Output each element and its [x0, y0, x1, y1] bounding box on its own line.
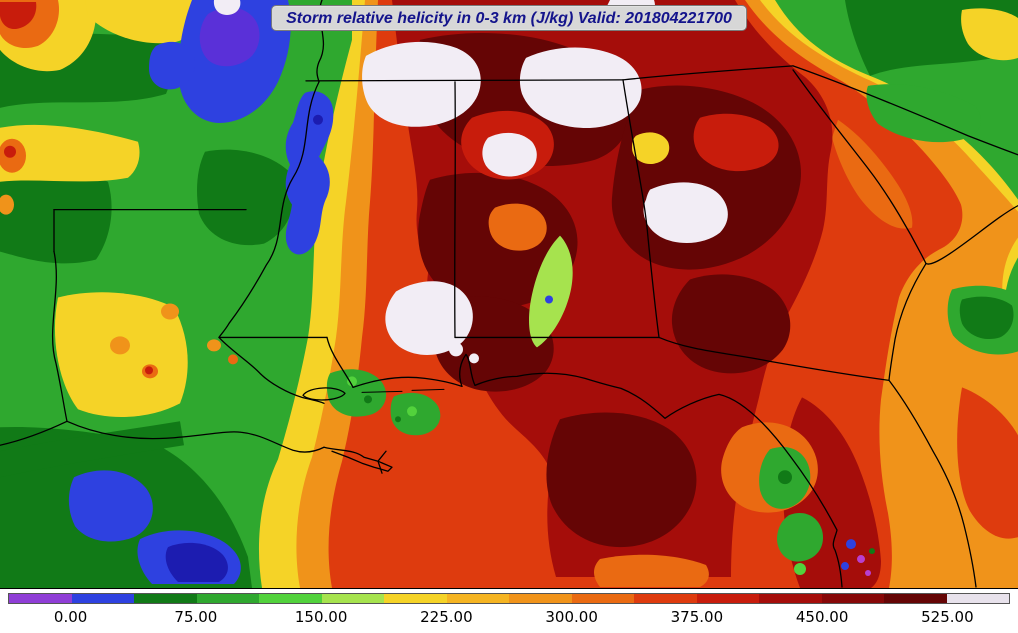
colorbar-segment: [884, 594, 947, 603]
helicity-field-map: [0, 0, 1018, 588]
purple-core: [199, 7, 260, 67]
colorbar-segment: [821, 594, 884, 603]
field-base-layers: [0, 0, 1018, 588]
colorbar-segment: [946, 594, 1009, 603]
florida-coastline: [474, 372, 843, 588]
colorbar-segment: [134, 594, 197, 603]
colorbar-segment: [696, 594, 759, 603]
state-borders: [0, 0, 1018, 588]
colorbar-labels: 0.00 75.00 150.00 225.00 300.00 375.00 450.00 5…: [8, 606, 1010, 630]
colorbar-tick-label: 375.00: [670, 608, 724, 626]
map-area: Storm relative helicity in 0-3 km (J/kg)…: [0, 0, 1018, 589]
white-patch-north-alabama: [362, 41, 481, 127]
atlantic-coastline: [888, 205, 1018, 588]
embedded-green-patches: [326, 84, 1018, 576]
colorbar-tick-label: 0.00: [53, 608, 88, 626]
tennessee-border: [305, 79, 624, 82]
colorbar-segment: [509, 594, 572, 603]
mississippi-alabama-border: [454, 81, 456, 339]
colorbar-segment: [759, 594, 822, 603]
colorbar-tick-label: 75.00: [174, 608, 218, 626]
colorbar-segment: [446, 594, 509, 603]
colorbar-tick-label: 150.00: [294, 608, 348, 626]
colorbar-segment: [259, 594, 322, 603]
map-title-box: Storm relative helicity in 0-3 km (J/kg)…: [271, 5, 747, 31]
gulf-coastline: [0, 420, 325, 453]
colorbar-segment: [571, 594, 634, 603]
colorbar-segment: [384, 594, 447, 603]
georgia-florida-border: [658, 336, 890, 382]
pale-green-sliver: [529, 235, 573, 348]
colorbar-segment: [634, 594, 697, 603]
colorbar-segment: [321, 594, 384, 603]
alabama-georgia-border: [622, 79, 660, 339]
colorbar-segment: [9, 594, 72, 603]
colorbar-segment: [71, 594, 134, 603]
colorbar: [8, 593, 1010, 604]
colorbar-tick-label: 300.00: [545, 608, 598, 626]
map-title: Storm relative helicity in 0-3 km (J/kg)…: [286, 10, 732, 27]
colorbar-tick-label: 225.00: [420, 608, 473, 626]
colorbar-tick-label: 525.00: [921, 608, 974, 626]
colorbar-segment: [196, 594, 259, 603]
low-helicity-blue-purple-patches: [68, 0, 875, 585]
orange-spots: [0, 0, 238, 379]
colorbar-tick-label: 450.00: [795, 608, 849, 626]
